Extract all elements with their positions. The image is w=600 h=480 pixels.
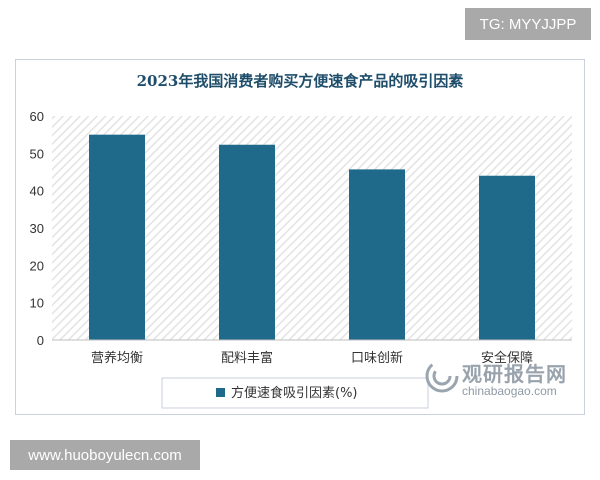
legend-box bbox=[161, 377, 429, 409]
x-tick-label: 安全保障 bbox=[481, 350, 533, 366]
bar bbox=[89, 134, 145, 340]
watermark-url: chinabaogao.com bbox=[462, 384, 557, 398]
legend-swatch bbox=[216, 388, 225, 397]
bar bbox=[219, 144, 275, 340]
chart-title: 2023年我国消费者购买方便速食产品的吸引因素 bbox=[136, 72, 464, 90]
legend-label: 方便速食吸引因素(%) bbox=[231, 385, 358, 401]
x-tick-label: 配料丰富 bbox=[221, 350, 273, 366]
bar bbox=[349, 169, 405, 340]
x-tick-label: 营养均衡 bbox=[91, 350, 143, 366]
x-tick-label: 口味创新 bbox=[351, 350, 403, 366]
y-tick-label: 40 bbox=[30, 184, 44, 199]
y-tick-label: 30 bbox=[30, 221, 44, 236]
tg-badge: TG: MYYJJPP bbox=[465, 8, 591, 40]
y-tick-label: 20 bbox=[30, 258, 44, 273]
y-tick-label: 60 bbox=[30, 109, 44, 124]
watermark-logo-icon bbox=[425, 359, 459, 393]
site-footer: www.huoboyulecn.com bbox=[10, 440, 200, 470]
y-tick-label: 10 bbox=[30, 296, 44, 311]
y-tick-label: 50 bbox=[30, 146, 44, 161]
watermark-name: 观研报告网 bbox=[462, 362, 567, 386]
y-tick-label: 0 bbox=[37, 333, 44, 348]
bar bbox=[479, 175, 535, 340]
